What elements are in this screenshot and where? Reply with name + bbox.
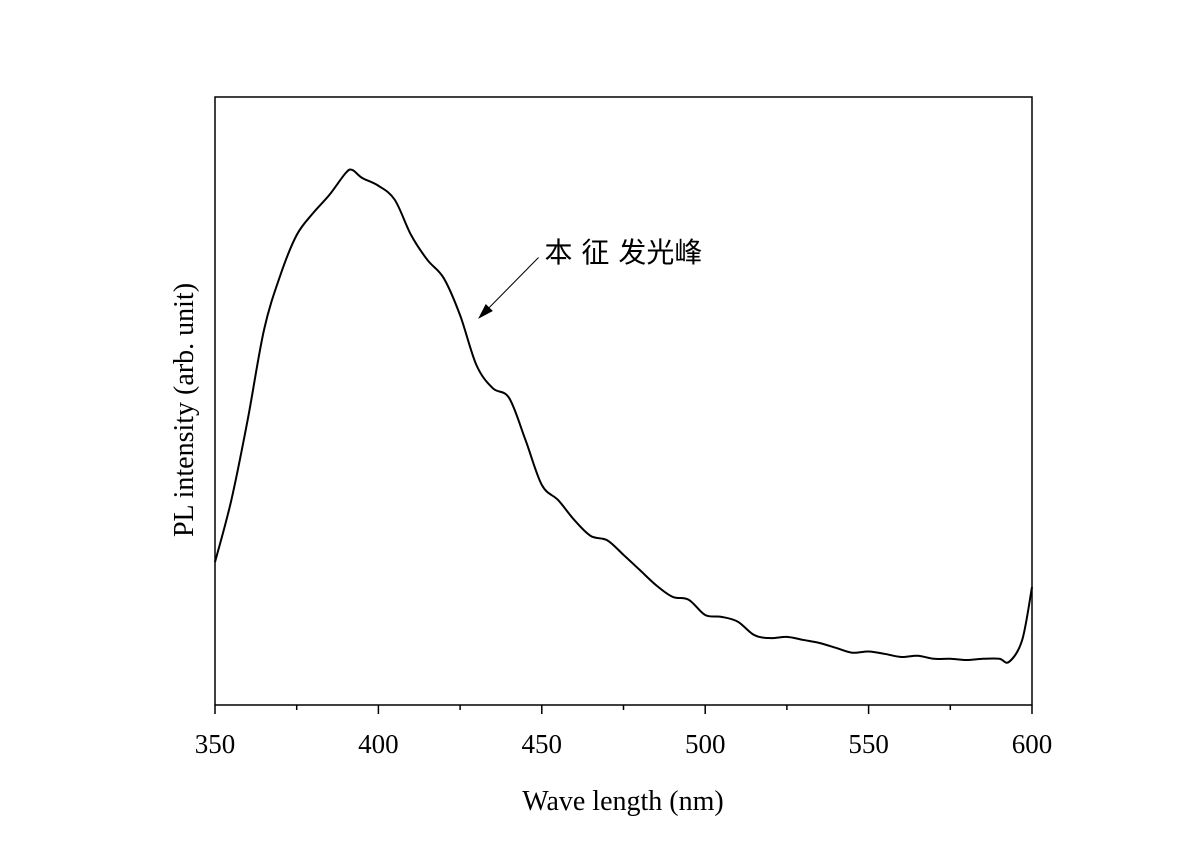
x-tick-label: 400: [358, 729, 399, 759]
x-tick-label: 600: [1012, 729, 1053, 759]
plot-frame: [214, 96, 1033, 706]
x-axis-label: Wave length (nm): [522, 786, 723, 817]
annotation-arrow: [488, 257, 539, 308]
pl-curve: [214, 168, 1033, 664]
annotation-arrowhead: [478, 304, 493, 319]
y-axis-label: PL intensity (arb. unit): [169, 283, 200, 537]
x-tick-label: 550: [848, 729, 889, 759]
x-tick-label: 450: [522, 729, 563, 759]
annotation-label: 本 征 发光峰: [545, 236, 703, 269]
x-tick-label: 500: [685, 729, 726, 759]
x-tick-label: 350: [195, 729, 236, 759]
